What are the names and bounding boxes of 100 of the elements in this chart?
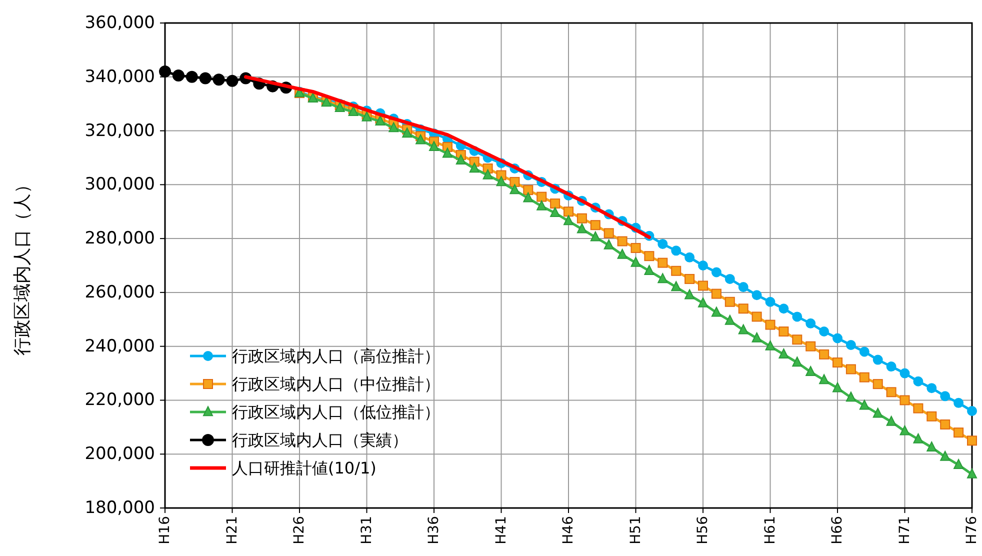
x-tick-label: H71 (896, 516, 913, 544)
point (711, 288, 722, 299)
legend-label: 人口研推計値(10/1) (232, 458, 376, 478)
point (913, 403, 924, 414)
point (724, 296, 735, 307)
point (402, 128, 412, 138)
legend-label: 行政区域内人口（実績） (232, 430, 408, 450)
point (658, 273, 668, 284)
legend-label: 行政区域内人口（中位推計） (232, 374, 440, 394)
point (806, 366, 816, 376)
point (564, 206, 574, 217)
point (846, 392, 856, 402)
point (590, 220, 600, 230)
point (752, 312, 762, 322)
point (967, 468, 977, 478)
point (859, 346, 870, 357)
point (765, 296, 776, 307)
point (604, 239, 614, 250)
point (738, 304, 748, 314)
point (429, 141, 439, 152)
point (765, 340, 776, 350)
x-tick-label: H76 (964, 516, 980, 544)
point (617, 248, 628, 259)
y-tick-label: 200,000 (84, 444, 155, 464)
y-axis-title: 行政区域内人口（人） (12, 176, 33, 356)
x-tick-label: H66 (830, 516, 846, 544)
point (900, 425, 910, 436)
point (738, 282, 748, 292)
point (671, 246, 682, 256)
legend-label: 行政区域内人口（低位推計） (232, 402, 440, 422)
point (199, 72, 212, 84)
point (698, 280, 708, 291)
point (684, 289, 695, 300)
point (644, 251, 654, 262)
x-tick-label: H46 (560, 516, 576, 544)
point (778, 348, 789, 359)
point (456, 154, 466, 165)
point (859, 372, 870, 382)
point (550, 207, 560, 218)
x-tick-label: H56 (695, 516, 711, 544)
point (388, 122, 399, 132)
point (792, 334, 802, 345)
point (590, 231, 600, 242)
point (684, 274, 695, 284)
point (792, 312, 802, 322)
point (617, 236, 628, 246)
point (900, 368, 910, 378)
point (886, 362, 896, 372)
point (832, 358, 842, 368)
point (954, 398, 964, 408)
point (913, 433, 924, 444)
y-tick-label: 240,000 (84, 336, 155, 356)
legend-label: 行政区域内人口（高位推計） (232, 346, 440, 366)
point (550, 198, 560, 209)
point (482, 169, 493, 180)
point (711, 306, 722, 317)
point (886, 416, 896, 426)
point (523, 192, 534, 202)
point (212, 74, 225, 86)
point (967, 406, 977, 416)
point (536, 192, 547, 202)
point (832, 382, 842, 392)
point (926, 411, 937, 422)
point (510, 176, 520, 187)
point (186, 70, 198, 83)
x-tick-label: H26 (292, 516, 308, 544)
x-tick-label: H61 (762, 516, 778, 544)
point (819, 374, 830, 384)
point (630, 256, 641, 267)
point (872, 379, 883, 390)
point (671, 266, 682, 276)
point (658, 238, 668, 249)
x-tick-label: H51 (628, 516, 644, 544)
point (913, 376, 924, 386)
point (738, 324, 748, 334)
point (900, 395, 910, 406)
point (752, 290, 762, 300)
point (819, 349, 830, 360)
y-tick-label: 320,000 (84, 120, 155, 141)
point (954, 458, 964, 469)
x-tick-label: H36 (426, 516, 442, 544)
point (765, 320, 776, 330)
point (698, 260, 708, 270)
point (658, 258, 668, 268)
point (752, 332, 762, 342)
point (630, 242, 641, 253)
point (604, 228, 614, 238)
point (576, 213, 587, 224)
point (698, 297, 708, 308)
y-tick-label: 280,000 (84, 228, 155, 249)
x-tick-label: H31 (358, 516, 375, 544)
point (510, 184, 520, 194)
x-tick-label: H41 (493, 516, 510, 544)
point (684, 252, 695, 262)
point (644, 264, 654, 275)
x-tick-label: H21 (224, 516, 240, 544)
point (523, 185, 534, 196)
point (846, 364, 856, 374)
point (159, 66, 171, 78)
point (576, 223, 587, 234)
